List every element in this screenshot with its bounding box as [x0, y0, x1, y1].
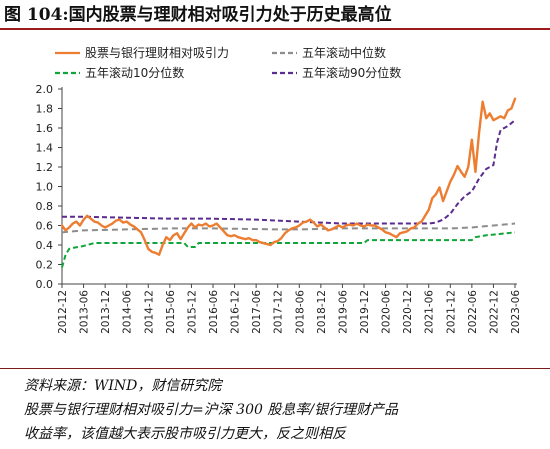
x-tick-label: 2022-06 — [467, 290, 479, 334]
y-tick-label: 1.8 — [36, 103, 54, 116]
x-tick-label: 2018-12 — [316, 290, 328, 334]
legend-label: 五年滚动10分位数 — [85, 65, 184, 80]
definition-note-line-1: 股票与银行理财相对吸引力=沪深 300 股息率/银行理财产品 — [24, 402, 399, 418]
chart-area: 0.0 0.2 0.4 0.6 0.8 1.0 1.2 1.4 1.6 1.8 2.0 2012-12… — [0, 32, 550, 367]
source-note: 资料来源：WIND，财信研究院 — [24, 378, 222, 394]
legend-item-ratio: 股票与银行理财相对吸引力 — [55, 46, 229, 60]
x-tick-label: 2016-12 — [230, 290, 242, 334]
series-line-median — [61, 222, 516, 234]
y-tick-label: 2.0 — [36, 83, 54, 96]
legend-item-median: 五年滚动中位数 — [272, 45, 386, 60]
x-tick-label: 2023-06 — [510, 290, 522, 334]
x-tick-label: 2013-12 — [100, 290, 112, 334]
y-tick-label: 1.0 — [36, 181, 54, 194]
legend-label: 五年滚动中位数 — [302, 45, 386, 60]
series-line-ratio — [60, 97, 517, 256]
x-tick-label: 2015-06 — [165, 290, 177, 334]
x-tick-label: 2022-12 — [488, 290, 500, 334]
y-tick-label: 0.6 — [36, 220, 54, 233]
x-tick-label: 2014-12 — [143, 290, 155, 334]
x-tick-label: 2020-12 — [402, 290, 414, 334]
y-tick-label: 1.2 — [36, 161, 54, 174]
legend-item-p90: 五年滚动90分位数 — [272, 65, 401, 80]
legend-label: 五年滚动90分位数 — [302, 65, 401, 80]
x-tick-label: 2021-12 — [445, 290, 457, 334]
x-tick-label: 2021-06 — [424, 290, 436, 334]
y-tick-label: 1.4 — [36, 142, 54, 155]
y-tick-label: 1.6 — [36, 122, 54, 135]
definition-note-line-2: 收益率，该值越大表示股市吸引力更大，反之则相反 — [24, 426, 346, 442]
x-tick-label: 2019-12 — [359, 290, 371, 334]
figure-footer: 资料来源：WIND，财信研究院 股票与银行理财相对吸引力=沪深 300 股息率/… — [0, 368, 550, 446]
x-tick-label: 2018-06 — [294, 290, 306, 334]
x-tick-label: 2015-12 — [186, 290, 198, 334]
y-tick-label: 0.2 — [36, 259, 54, 272]
line-chart: 0.0 0.2 0.4 0.6 0.8 1.0 1.2 1.4 1.6 1.8 2.0 2012-12… — [36, 45, 523, 334]
figure-title: 图 104:国内股票与理财相对吸引力处于历史最高位 — [0, 0, 550, 30]
x-tick-label: 2017-12 — [273, 290, 285, 334]
x-tick-label: 2019-06 — [337, 290, 349, 334]
series-line-p10 — [61, 231, 516, 268]
x-tick-label: 2012-12 — [57, 290, 69, 334]
series-line-p90 — [62, 119, 516, 225]
legend-label: 股票与银行理财相对吸引力 — [85, 46, 229, 60]
x-tick-label: 2017-06 — [251, 290, 263, 334]
x-tick-label: 2016-06 — [208, 290, 220, 334]
x-tick-label: 2013-06 — [79, 290, 91, 334]
x-tick-label: 2014-06 — [122, 290, 134, 334]
y-tick-label: 0.4 — [36, 239, 54, 252]
x-tick-label: 2020-06 — [381, 290, 393, 334]
y-tick-label: 0.0 — [36, 278, 54, 291]
y-tick-label: 0.8 — [36, 200, 54, 213]
legend-item-p10: 五年滚动10分位数 — [55, 65, 184, 80]
